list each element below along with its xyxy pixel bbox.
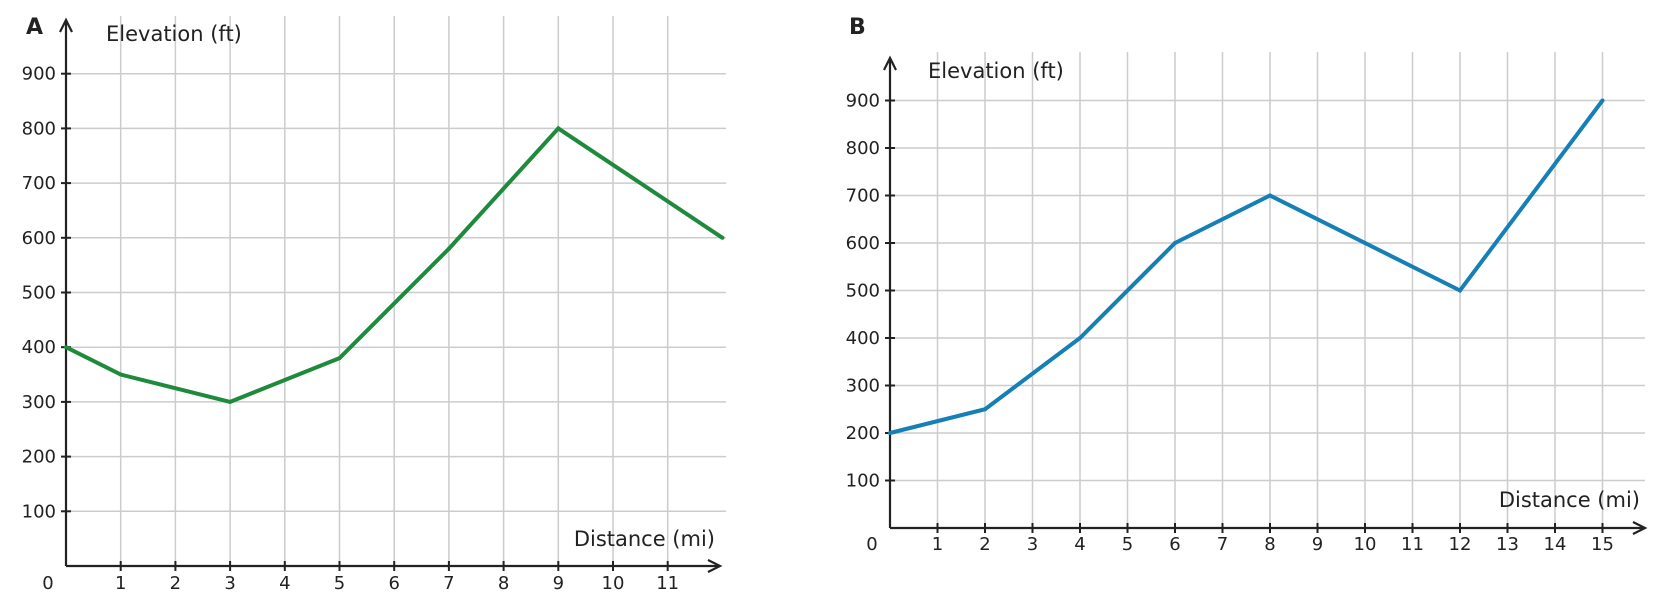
data-point xyxy=(228,399,233,404)
chart-panel-a: 1 2 3 4 5 6 7 8 9 10 11 100 200 300 400 500 600 700 800 900… xyxy=(22,15,726,594)
panel-label: A xyxy=(26,15,43,40)
x-tick-label: 9 xyxy=(1312,534,1323,555)
x-tick-label: 2 xyxy=(979,534,990,555)
x-axis-title: Distance (mi) xyxy=(574,527,715,551)
x-tick-label: 7 xyxy=(443,573,454,594)
x-tick-label: 6 xyxy=(388,573,399,594)
y-axis-title: Elevation (ft) xyxy=(928,59,1064,83)
data-point xyxy=(1173,241,1177,245)
y-tick-label: 100 xyxy=(846,471,880,492)
data-point xyxy=(1078,336,1082,340)
data-point xyxy=(720,235,725,240)
y-axis-title: Elevation (ft) xyxy=(106,22,242,46)
x-tick-label: 10 xyxy=(602,573,625,594)
y-tick-label: 200 xyxy=(846,423,880,444)
x-tick-label: 3 xyxy=(224,573,235,594)
y-tick-label: 700 xyxy=(22,173,56,194)
origin-label: 0 xyxy=(42,573,53,594)
x-tick-label: 11 xyxy=(656,573,679,594)
y-tick-label: 800 xyxy=(22,118,56,139)
x-tick-label: 4 xyxy=(1074,534,1085,555)
data-point xyxy=(556,126,561,131)
x-tick-label: 4 xyxy=(279,573,290,594)
origin-label: 0 xyxy=(866,534,877,555)
x-tick-label: 11 xyxy=(1401,534,1424,555)
x-axis-arrow xyxy=(1632,521,1648,535)
y-tick-label: 500 xyxy=(846,281,880,302)
y-axis-arrow xyxy=(883,55,897,71)
x-tick-label: 14 xyxy=(1544,534,1567,555)
y-tick-label: 700 xyxy=(846,186,880,207)
x-tick-label: 1 xyxy=(115,573,126,594)
x-tick-label: 1 xyxy=(932,534,943,555)
x-tick-label: 3 xyxy=(1027,534,1038,555)
x-tick-label: 5 xyxy=(334,573,345,594)
y-tick-label: 200 xyxy=(22,447,56,468)
y-tick-label: 900 xyxy=(22,64,56,85)
y-tick-label: 400 xyxy=(846,328,880,349)
x-tick-label: 6 xyxy=(1169,534,1180,555)
x-axis-title: Distance (mi) xyxy=(1499,488,1640,512)
x-tick-label: 15 xyxy=(1591,534,1614,555)
data-point xyxy=(446,246,451,251)
data-point xyxy=(1458,288,1462,293)
y-tick-label: 600 xyxy=(846,233,880,254)
y-tick-label: 400 xyxy=(22,337,56,358)
x-tick-label: 12 xyxy=(1449,534,1472,555)
x-tick-label: 10 xyxy=(1354,534,1377,555)
data-point xyxy=(64,345,68,350)
elevation-series-line xyxy=(889,99,1605,435)
x-tick-label: 5 xyxy=(1122,534,1133,555)
y-tick-label: 800 xyxy=(846,138,880,159)
y-tick-label: 600 xyxy=(22,228,56,249)
x-tick-label: 8 xyxy=(1264,534,1275,555)
x-tick-label: 7 xyxy=(1217,534,1228,555)
data-point xyxy=(1600,98,1605,103)
x-tick-label: 9 xyxy=(553,573,564,594)
y-tick-label: 300 xyxy=(846,376,880,397)
y-tick-label: 300 xyxy=(22,392,56,413)
x-tick-label: 8 xyxy=(498,573,509,594)
x-tick-label: 2 xyxy=(170,573,181,594)
panel-label: B xyxy=(849,15,866,40)
y-tick-label: 900 xyxy=(846,91,880,112)
data-point xyxy=(118,372,123,377)
y-tick-label: 500 xyxy=(22,283,56,304)
data-point xyxy=(337,356,342,361)
y-tick-label: 100 xyxy=(22,501,56,522)
data-point xyxy=(1268,193,1272,198)
x-axis-arrow xyxy=(707,559,723,573)
y-axis-arrow xyxy=(59,17,73,33)
data-point xyxy=(888,431,892,435)
chart-panel-b: 1 2 3 4 5 6 7 8 9 10 11 12 13 14 151002003004005006007… xyxy=(846,15,1648,555)
data-point xyxy=(983,407,987,412)
x-tick-label: 13 xyxy=(1496,534,1519,555)
